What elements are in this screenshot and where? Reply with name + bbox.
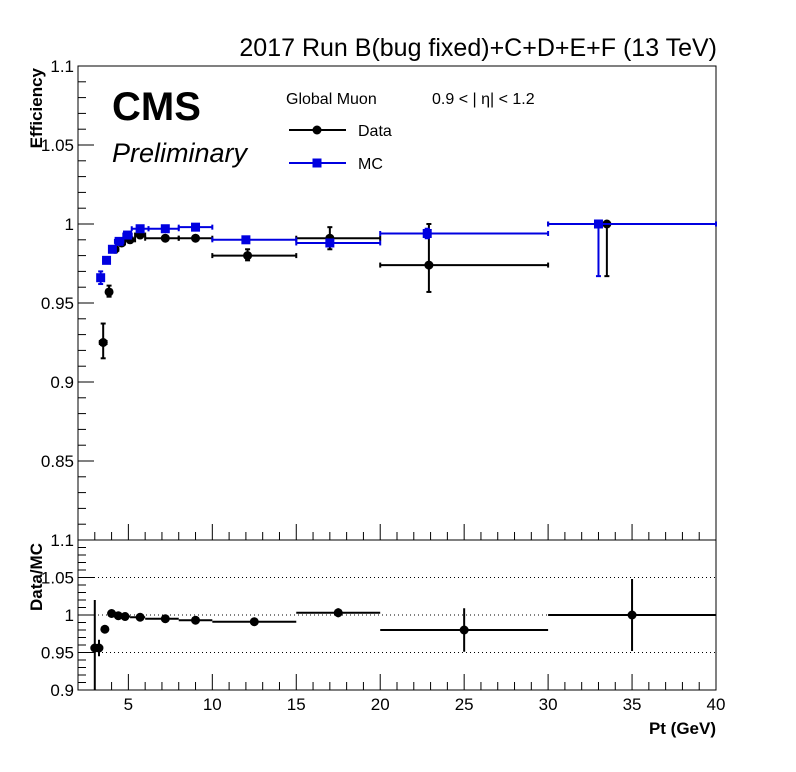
data-point xyxy=(160,233,170,243)
x-tick-label: 10 xyxy=(203,695,222,714)
data-point xyxy=(114,236,124,246)
x-tick-label: 40 xyxy=(707,695,726,714)
data-point xyxy=(627,610,637,620)
series-data xyxy=(98,219,717,360)
data-point xyxy=(104,287,114,297)
data-point xyxy=(160,224,170,234)
y-tick-label: 1.1 xyxy=(50,531,74,550)
data-point xyxy=(191,222,201,232)
data-point xyxy=(191,233,201,243)
y-tick-label: 1 xyxy=(65,215,74,234)
y-tick-label: 0.85 xyxy=(41,452,74,471)
data-point xyxy=(100,624,110,634)
data-point xyxy=(424,260,434,270)
legend-data-label: Data xyxy=(358,123,392,140)
x-tick-label: 20 xyxy=(371,695,390,714)
y-tick-label: 1.05 xyxy=(41,569,74,588)
x-tick-label: 15 xyxy=(287,695,306,714)
x-tick-label: 35 xyxy=(623,695,642,714)
data-point xyxy=(241,235,251,245)
data-point xyxy=(249,617,259,627)
data-point xyxy=(98,338,108,347)
top-y-axis-title: Efficiency xyxy=(27,67,46,148)
data-point xyxy=(593,219,603,229)
y-tick-label: 1.05 xyxy=(41,136,74,155)
x-tick-label: 30 xyxy=(539,695,558,714)
legend-data-marker xyxy=(312,125,322,135)
y-tick-label: 0.9 xyxy=(50,373,74,392)
cms-label: CMS xyxy=(112,85,201,129)
data-point xyxy=(96,273,106,283)
data-point xyxy=(113,611,123,621)
data-point xyxy=(107,244,117,254)
data-point xyxy=(160,614,170,624)
legend-eta-range: 0.9 < | η| < 1.2 xyxy=(432,91,535,108)
data-point xyxy=(459,625,469,635)
data-point xyxy=(120,612,130,621)
x-tick-label: 25 xyxy=(455,695,474,714)
data-point xyxy=(135,612,145,622)
efficiency-panel: 1.1 1.05 1 0.95 0.9 0.85 xyxy=(41,57,717,541)
y-tick-label: 1.1 xyxy=(50,57,74,76)
x-axis-title: Pt (GeV) xyxy=(649,719,716,738)
data-point xyxy=(325,238,335,248)
data-point xyxy=(94,643,104,653)
data-point xyxy=(191,615,201,625)
bottom-y-axis-title: Data/MC xyxy=(27,543,46,611)
legend-mc-label: MC xyxy=(358,156,383,173)
y-tick-label: 0.9 xyxy=(50,681,74,700)
data-point xyxy=(243,251,253,261)
data-point xyxy=(135,224,145,234)
x-tick-label: 5 xyxy=(124,695,133,714)
plot-title: 2017 Run B(bug fixed)+C+D+E+F (13 TeV) xyxy=(239,34,717,62)
y-tick-label: 0.95 xyxy=(41,294,74,313)
preliminary-label: Preliminary xyxy=(112,138,249,168)
data-point xyxy=(333,608,343,618)
y-tick-label: 1 xyxy=(65,606,74,625)
legend-header: Global Muon xyxy=(286,91,377,108)
legend: Global Muon 0.9 < | η| < 1.2 Data MC xyxy=(286,91,535,173)
data-point xyxy=(422,228,432,238)
y-tick-label: 0.95 xyxy=(41,644,74,663)
series-datamc xyxy=(90,579,716,690)
data-point xyxy=(102,255,112,265)
series-mc xyxy=(96,219,717,286)
data-point xyxy=(123,230,133,240)
legend-mc-marker xyxy=(312,158,322,168)
